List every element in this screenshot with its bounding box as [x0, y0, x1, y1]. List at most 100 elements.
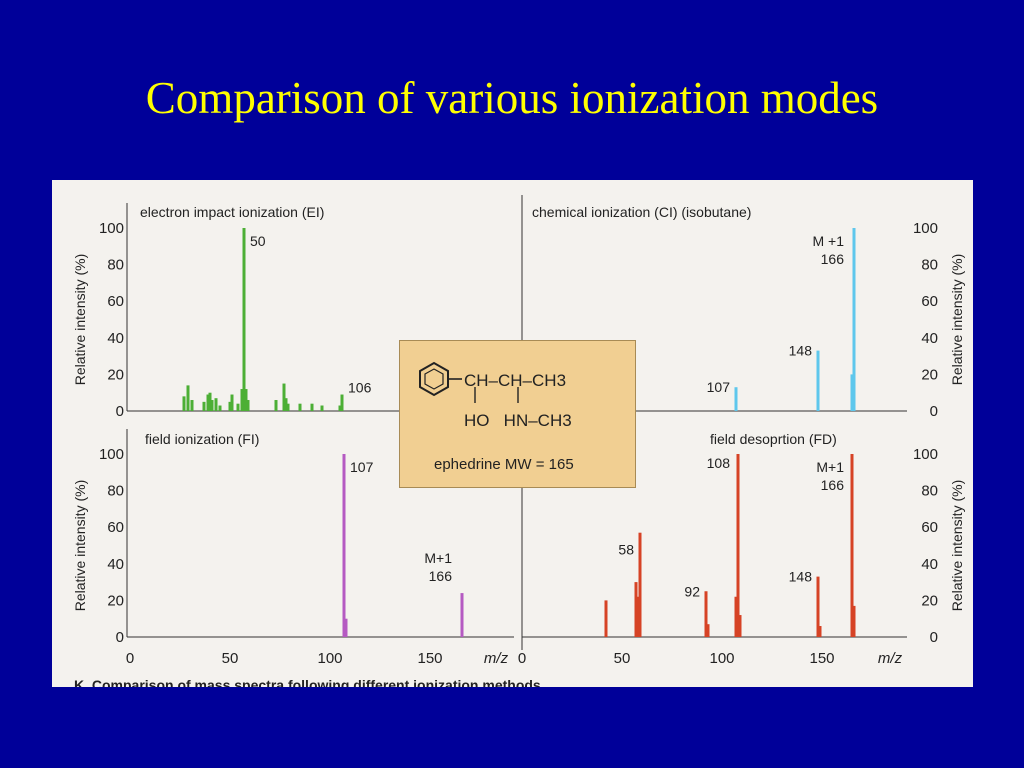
panel-3-peak [342, 454, 346, 637]
panel-1-peak [182, 396, 186, 411]
panel-4-peak [604, 600, 608, 637]
panel-3-ytick-label: 20 [107, 592, 124, 609]
panel-3-peak-label: 107 [350, 459, 374, 475]
panel-4-peak-label: 92 [684, 583, 700, 599]
panel-3-ytick-label: 60 [107, 519, 124, 536]
panel-2-ytick-label: 100 [913, 220, 938, 237]
panel-1-peak [218, 405, 222, 411]
panel-4-xtick-label: 100 [709, 650, 734, 667]
panel-2-peak [734, 387, 738, 411]
panel-4-peak-label: M+1 [816, 459, 844, 475]
panel-2-ytick-label: 0 [930, 403, 938, 420]
panel-4-xtick-label: 0 [518, 650, 526, 667]
panel-4-peak [852, 605, 856, 637]
panel-4-peak [634, 582, 638, 637]
panel-4-ytick-label: 80 [921, 483, 938, 500]
panel-2-title: chemical ionization (CI) (isobutane) [532, 204, 751, 220]
panel-2-peak-label: 166 [821, 251, 845, 267]
panel-2-peak [852, 228, 856, 411]
panel-1-peak [202, 401, 206, 411]
panel-4-ytick-label: 0 [930, 629, 938, 646]
panel-1-peak [242, 228, 246, 411]
panel-3-title: field ionization (FI) [145, 431, 259, 447]
panel-4-peak [816, 576, 820, 637]
panel-2-peak-label: 107 [707, 379, 731, 395]
panel-1-peak [338, 405, 342, 411]
panel-2-ylabel: Relative intensity (%) [949, 254, 965, 386]
panel-1-peak [274, 400, 278, 411]
panel-3-peak [460, 593, 464, 637]
slide-title: Comparison of various ionization modes [145, 73, 879, 123]
figure-caption: K. Comparison of mass spectra following … [74, 677, 541, 687]
panel-1-peak [340, 394, 344, 411]
panel-1-ytick-label: 20 [107, 366, 124, 383]
panel-3-ytick-label: 0 [116, 629, 124, 646]
panel-4-peak [638, 532, 642, 637]
panel-4-peak [738, 615, 742, 637]
panel-3-ylabel: Relative intensity (%) [72, 480, 88, 612]
panel-2-peak-label: M +1 [812, 233, 844, 249]
panel-4-xlabel: m/z [878, 650, 903, 667]
panel-4-ytick-label: 60 [921, 519, 938, 536]
panel-2-peak [850, 374, 854, 411]
panel-1-peak [284, 398, 288, 411]
panel-4-peak [704, 591, 708, 637]
spectra-figure: electron impact ionization (EI) 0 20 40 60 80… [52, 180, 973, 687]
panel-1-peak [190, 400, 194, 411]
panel-4-peak-label: 108 [707, 455, 731, 471]
panel-4-ytick-label: 100 [913, 446, 938, 463]
panel-3-xtick-label: 150 [417, 650, 442, 667]
panel-1-peak [310, 403, 314, 411]
spectra-chart: electron impact ionization (EI) 0 20 40 60 80… [72, 195, 965, 667]
panel-1-ylabel: Relative intensity (%) [72, 254, 88, 386]
panel-4-peak [850, 454, 854, 637]
panel-4-peak [736, 454, 740, 637]
benzene-ring-icon [419, 361, 519, 403]
panel-1-peak [282, 383, 286, 411]
panel-3-xtick-label: 0 [126, 650, 134, 667]
panel-4-ytick-label: 20 [921, 592, 938, 609]
panel-4-peak [734, 596, 738, 637]
panel-1-peak [186, 385, 190, 411]
panel-1-peak [214, 398, 218, 411]
panel-3-peak [344, 618, 348, 637]
panel-1-ytick-label: 40 [107, 330, 124, 347]
panel-2-ytick-label: 60 [921, 293, 938, 310]
panel-3-ytick-label: 80 [107, 483, 124, 500]
panel-1-title: electron impact ionization (EI) [140, 204, 324, 220]
panel-1-peak [240, 389, 244, 411]
panel-1-peak-label: 106 [348, 380, 372, 396]
panel-2-ytick-label: 40 [921, 330, 938, 347]
panel-3-xlabel: m/z [484, 650, 509, 667]
molecule-label: ephedrine MW = 165 [434, 456, 574, 473]
panel-4-title: field desoprtion (FD) [710, 431, 837, 447]
panel-1-peak [208, 392, 212, 411]
panel-3-xtick-label: 50 [222, 650, 239, 667]
panel-4-ylabel: Relative intensity (%) [949, 480, 965, 612]
panel-2-ytick-label: 20 [921, 366, 938, 383]
panel-1-ytick-label: 0 [116, 403, 124, 420]
panel-3-peak-label: 166 [429, 568, 453, 584]
panel-3-ytick-label: 40 [107, 556, 124, 573]
panel-1-peak [298, 403, 302, 411]
panel-1-peak [228, 401, 232, 411]
panel-3-ytick-label: 100 [99, 446, 124, 463]
panel-4-peak [636, 596, 640, 637]
panel-1-peak [320, 405, 324, 411]
panel-1-ytick-label: 100 [99, 220, 124, 237]
panel-2-peak-label: 148 [789, 343, 813, 359]
panel-2-ytick-label: 80 [921, 257, 938, 274]
panel-3-xtick-label: 100 [317, 650, 342, 667]
panel-1-peak [286, 403, 290, 411]
panel-2-peak [816, 350, 820, 411]
panel-4-peak-label: 58 [618, 542, 634, 558]
molecule-top-line: CH–CH–CH3 [464, 371, 567, 390]
panel-1-peak [246, 400, 250, 411]
panel-1-peak-label: 50 [250, 233, 266, 249]
panel-1-ytick-label: 80 [107, 257, 124, 274]
panel-4-peak-label: 148 [789, 569, 813, 585]
panel-1-peak [230, 394, 234, 411]
panel-1-peak [244, 389, 248, 411]
panel-3-peak-label: M+1 [424, 550, 452, 566]
panel-1-ytick-label: 60 [107, 293, 124, 310]
